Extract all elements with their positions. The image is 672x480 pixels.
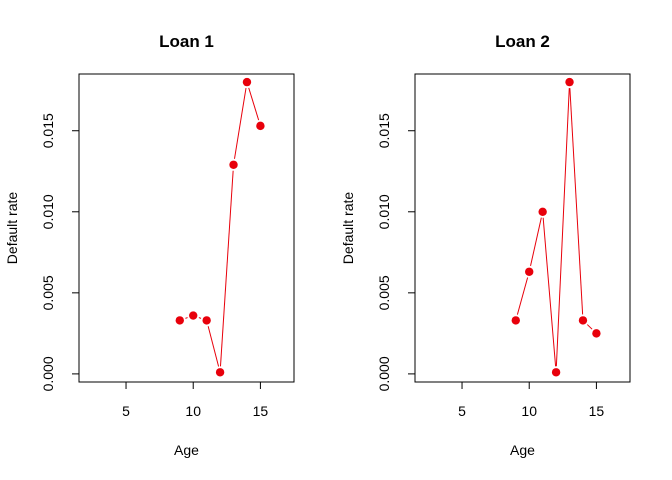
data-point: [202, 316, 211, 325]
x-tick-label: 5: [122, 403, 130, 419]
y-tick-label: 0.005: [40, 275, 56, 310]
x-tick-label: 15: [589, 403, 605, 419]
y-tick-label: 0.000: [376, 356, 392, 391]
x-tick-label: 15: [253, 403, 269, 419]
series-segment: [198, 317, 202, 319]
series-segment: [569, 88, 584, 315]
plot-frame: [78, 73, 295, 383]
y-axis-label: Default rate: [340, 192, 356, 265]
data-point: [565, 77, 574, 87]
series-segment: [219, 170, 234, 367]
y-axis-label: Default rate: [4, 192, 20, 265]
panel-loan-1: Loan 1 Age Default rate 5 10 15 0.000 0.005 0…: [4, 32, 295, 458]
data-point: [592, 329, 601, 338]
data-point: [511, 316, 520, 325]
x-axis-label: Age: [174, 442, 199, 458]
x-tick-label: 10: [185, 403, 201, 419]
data-point: [256, 121, 265, 131]
data-point: [578, 316, 588, 325]
series-segment: [516, 277, 529, 315]
series-segment: [248, 87, 260, 121]
data-point: [551, 368, 561, 377]
panel-loan-2: Loan 2 Age Default rate 5 10 15 0.000 0.005 0…: [340, 32, 631, 458]
series-segment: [586, 324, 593, 330]
y-tick-label: 0.015: [376, 113, 392, 148]
series-segment: [234, 87, 247, 159]
series-segment: [185, 317, 188, 319]
x-tick-label: 10: [521, 403, 537, 419]
chart-title: Loan 2: [495, 32, 550, 51]
y-tick-label: 0.010: [376, 194, 392, 229]
chart-title: Loan 1: [159, 32, 214, 51]
data-point: [189, 311, 198, 320]
x-axis-label: Age: [510, 442, 535, 458]
x-tick-label: 5: [458, 403, 466, 419]
data-point: [525, 267, 534, 276]
y-tick-label: 0.015: [40, 113, 56, 148]
data-point: [242, 77, 252, 87]
y-tick-label: 0.005: [376, 275, 392, 310]
series-segment: [555, 88, 570, 367]
y-tick-label: 0.000: [40, 356, 56, 391]
series-segment: [542, 217, 557, 367]
series-segment: [207, 326, 220, 367]
series-segment: [530, 217, 542, 267]
data-point: [175, 316, 184, 325]
y-tick-label: 0.010: [40, 194, 56, 229]
data-point: [215, 368, 225, 377]
data-point: [538, 207, 547, 216]
data-point: [229, 160, 238, 169]
